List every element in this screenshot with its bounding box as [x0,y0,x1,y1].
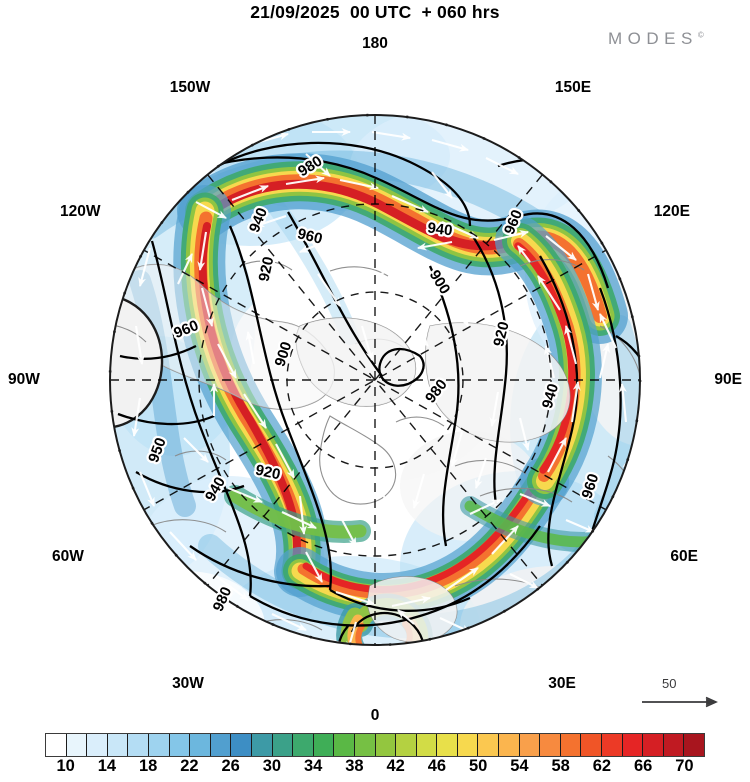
graticule-label-30e: 30E [548,675,576,692]
colorbar[interactable] [45,733,705,757]
colorbar-cell[interactable] [251,734,273,756]
colorbar-tick-label: 42 [386,757,405,775]
colorbar-cell[interactable] [334,734,355,756]
graticule-label-90e: 90E [714,371,742,388]
graticule-label-120e: 120E [653,203,690,220]
graticule-label-90w: 90W [8,371,40,388]
colorbar-cell[interactable] [540,734,561,756]
colorbar-cell[interactable] [107,734,129,756]
colorbar-tick-label: 10 [56,757,75,775]
graticule-label-180: 180 [362,35,388,52]
colorbar-cell[interactable] [396,734,417,756]
colorbar-cell[interactable] [478,734,500,756]
svg-text:940: 940 [426,220,453,240]
polar-map[interactable]: 980 980 940 940 960 960 940 940 960 960 920 920 900 9… [0,26,750,724]
graticule [110,115,640,645]
colorbar-cell[interactable] [293,734,314,756]
colorbar-tick-label: 50 [468,757,488,775]
colorbar-cell[interactable] [231,734,252,756]
colorbar-cell[interactable] [602,734,623,756]
copyright-mark: © [697,30,704,40]
svg-text:960: 960 [296,225,324,248]
graticule-label-60e: 60E [670,548,698,565]
colorbar-tick-label: 54 [510,757,529,775]
colorbar-cell[interactable] [416,734,438,756]
page-title: 21/09/2025 00 UTC + 060 hrs [250,2,500,22]
colorbar-cell[interactable] [437,734,458,756]
colorbar-cell[interactable] [46,734,67,756]
colorbar-tick-label: 26 [221,757,240,775]
colorbar-tick-label: 46 [427,757,447,775]
colorbar-cell[interactable] [457,734,479,756]
reference-vector-label: 50 [662,676,677,691]
reference-vector-arrow [642,696,718,708]
colorbar-tick-label: 18 [138,757,158,775]
colorbar-cell[interactable] [272,734,294,756]
svg-text:900: 900 [272,340,296,369]
modes-logo: MODES© [608,29,704,49]
colorbar-tick-label: 58 [551,757,570,775]
greenland-outline [110,294,164,429]
svg-text:940: 940 [539,382,562,411]
colorbar-cell[interactable] [210,734,232,756]
colorbar-cell[interactable] [313,734,335,756]
graticule-label-30w: 30W [172,675,204,692]
colorbar-cell[interactable] [354,734,376,756]
colorbar-cell[interactable] [375,734,397,756]
colorbar-cell[interactable] [643,734,664,756]
colorbar-tick-label: 14 [97,757,117,775]
graticule-label-150w: 150W [169,79,211,96]
map-limb-ticks [108,113,642,647]
colorbar-tick-label: 30 [262,757,282,775]
svg-text:920: 920 [254,462,282,484]
colorbar-tick-label: 70 [675,757,694,775]
svg-text:920: 920 [256,255,278,283]
svg-text:920: 920 [490,320,513,348]
colorbar-cell[interactable] [663,734,685,756]
colorbar-cell[interactable] [169,734,191,756]
colorbar-cell[interactable] [148,734,170,756]
colorbar-cell[interactable] [499,734,520,756]
colorbar-cell[interactable] [560,734,582,756]
colorbar-cell[interactable] [622,734,644,756]
colorbar-ticks: 10 14 18 22 26 30 34 38 42 46 50 54 58 62 66 70 [0,757,750,782]
colorbar-cell[interactable] [581,734,603,756]
graticule-label-60w: 60W [52,548,84,565]
colorbar-tick-label: 34 [303,757,323,775]
colorbar-cell[interactable] [66,734,88,756]
graticule-label-150e: 150E [554,79,592,96]
colorbar-tick-label: 62 [592,757,612,775]
colorbar-cell[interactable] [128,734,149,756]
colorbar-tick-label: 66 [633,757,653,775]
svg-text:960: 960 [579,472,603,501]
reference-vector: 50 [640,676,726,712]
map-field-layer [110,115,640,645]
colorbar-cell[interactable] [684,734,704,756]
colorbar-cell[interactable] [87,734,108,756]
colorbar-cell[interactable] [190,734,211,756]
colorbar-tick-label: 38 [345,757,364,775]
modes-logo-text: MODES [608,29,698,48]
colorbar-cell[interactable] [519,734,541,756]
graticule-label-0: 0 [370,707,380,724]
colorbar-tick-label: 22 [180,757,199,775]
graticule-label-120w: 120W [60,203,101,220]
